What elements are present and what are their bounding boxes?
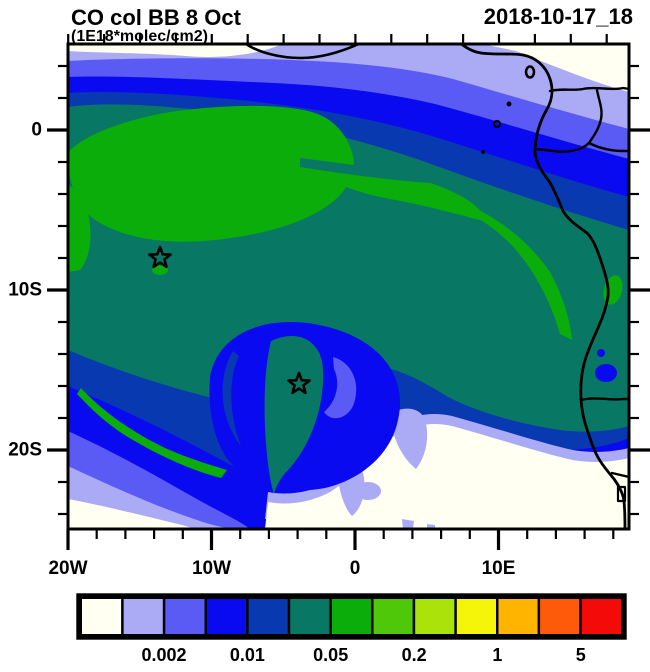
island-bioko <box>524 65 536 79</box>
y-axis-label-20s: 20S <box>8 440 42 461</box>
colorbar-cell <box>329 596 374 637</box>
colorbar-cell <box>204 596 249 637</box>
star-marker <box>148 245 172 269</box>
contour-green-left-edge <box>68 185 91 272</box>
plot-title: CO col BB 8 Oct <box>71 5 242 30</box>
contour-eddy-navy-crescent <box>222 351 241 446</box>
plot-units: (1E18*molec/cm2) <box>71 28 208 45</box>
island-principe <box>506 101 512 107</box>
border-angola-south <box>579 397 629 402</box>
star-marker <box>287 371 311 395</box>
contour-green-dot-near-star <box>152 265 168 275</box>
x-axis-label-0: 0 <box>350 558 361 579</box>
colorbar-cell <box>246 596 291 637</box>
colorbar-cell <box>579 596 624 637</box>
island-annobon <box>481 150 485 154</box>
coastline-africa-west <box>459 44 627 529</box>
colorbar-label-001: 0.01 <box>230 645 265 665</box>
contour-green-coastal-band <box>448 198 572 340</box>
contour-blue-inland-patch <box>595 364 617 382</box>
border-congo-east <box>587 141 629 153</box>
colorbar-label-5: 5 <box>576 645 586 665</box>
contour-green-streak-southwest <box>77 388 227 478</box>
contour-eddy-violet-crescent <box>324 357 357 419</box>
colorbar-label-02: 0.2 <box>402 645 427 665</box>
contour-eddy-teal-wedge <box>264 335 324 494</box>
star-markers <box>148 245 311 395</box>
colorbar-cells <box>76 593 627 640</box>
axis-ticks <box>47 34 650 550</box>
colorbar-label-1: 1 <box>492 645 502 665</box>
border-cameroon-north <box>548 86 629 93</box>
x-axis-label-10e: 10E <box>482 558 516 579</box>
contour-blue-inland-dot <box>597 349 605 357</box>
contour-lavender-patch-2 <box>394 408 428 469</box>
y-axis-label-10s: 10S <box>8 280 42 301</box>
coast-inlet-box <box>616 485 627 503</box>
contour-green-plume <box>68 105 354 242</box>
contour-patch-white-topleft <box>68 44 282 57</box>
map-frame <box>66 42 631 531</box>
colorbar-cell <box>537 596 582 637</box>
colorbar-label-0002: 0.002 <box>141 645 186 665</box>
x-axis-label-10w: 10W <box>192 558 231 579</box>
contour-band-lavender-top <box>68 44 629 129</box>
colorbar-cell <box>79 596 124 637</box>
x-axis-label-20w: 20W <box>48 558 87 579</box>
contour-teal-streak-in-plume <box>300 158 437 183</box>
colorbar-cell <box>454 596 499 637</box>
colorbar-frame <box>76 593 627 640</box>
contour-lavender-patch-4 <box>402 519 414 529</box>
colorbar: 0.002 0.01 0.05 0.2 1 5 <box>76 593 627 665</box>
y-axis-label-0: 0 <box>31 120 42 141</box>
contour-green-tongue <box>326 162 488 222</box>
coastline-group <box>243 44 629 529</box>
plot-timestamp: 2018-10-17_18 <box>484 4 633 29</box>
colorbar-cell <box>287 596 332 637</box>
colorbar-cell <box>371 596 416 637</box>
colorbar-cell <box>496 596 541 637</box>
coastline-gulf-dip <box>243 44 362 60</box>
colorbar-cell <box>412 596 457 637</box>
island-sao-tome <box>492 119 502 129</box>
contour-lavender-patch-3 <box>355 482 381 500</box>
border-cunene <box>610 471 629 479</box>
contour-patch-white-topright <box>482 44 629 92</box>
colorbar-label-005: 0.05 <box>313 645 348 665</box>
map-plot <box>68 44 629 529</box>
contour-white-bottomleft <box>68 499 196 529</box>
colorbar-cell <box>162 596 207 637</box>
colorbar-cell <box>121 596 166 637</box>
